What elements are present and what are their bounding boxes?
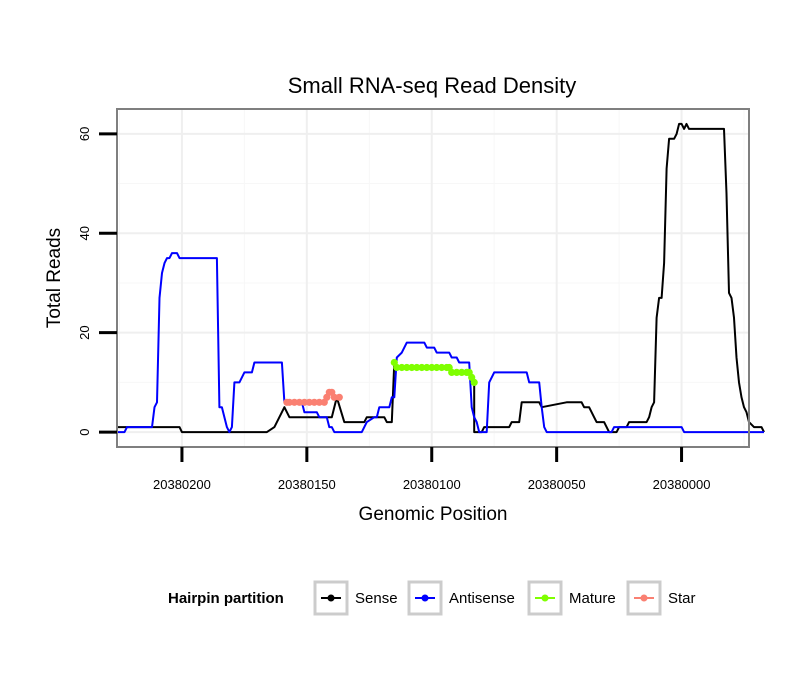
series-line-antisense [117, 252, 764, 434]
x-tick-label-1: 20380150 [278, 477, 336, 492]
series-point-mature-3 [403, 363, 411, 372]
series-point-star-5 [305, 398, 313, 406]
chart-title: Small RNA-seq Read Density [288, 73, 577, 98]
x-axis-title: Genomic Position [359, 504, 508, 525]
legend-item-mature: Mature [527, 580, 616, 616]
series-point-star-2 [290, 398, 298, 406]
series-point-mature-4 [408, 363, 416, 372]
legend-title: Hairpin partition [168, 590, 284, 607]
series-point-mature-14 [453, 368, 461, 376]
series-point-mature-9 [433, 363, 441, 372]
series-point-mature-7 [423, 363, 431, 372]
y-tick-label-2: 40 [77, 226, 92, 240]
legend-item-star: Star [626, 580, 696, 616]
grid-lines [117, 109, 749, 447]
legend-dot-sense [327, 594, 335, 602]
series-point-mature-5 [413, 363, 421, 372]
x-tick-label-4: 20380000 [653, 477, 711, 492]
legend-dot-antisense [421, 594, 429, 602]
legend-item-antisense: Antisense [407, 580, 515, 616]
series-layer [117, 122, 765, 434]
series-point-mature-15 [458, 368, 466, 376]
y-axis: 0 20 40 60 [77, 127, 117, 436]
y-tick-label-0: 0 [77, 428, 92, 435]
y-tick-label-1: 20 [77, 325, 92, 339]
plot-panel [117, 109, 749, 447]
series-point-mature-6 [418, 363, 426, 372]
series-point-mature-10 [438, 363, 446, 372]
y-tick-label-3: 60 [77, 127, 92, 141]
x-tick-label-2: 20380100 [403, 477, 461, 492]
series-point-star-3 [295, 398, 303, 406]
series-point-mature-2 [398, 363, 406, 372]
legend: Hairpin partition Sense Antisense Mature St… [168, 580, 696, 616]
legend-label-star: Star [668, 590, 696, 607]
legend-dot-mature [541, 594, 549, 602]
series-point-star-1 [285, 398, 293, 406]
series-point-mature-1 [393, 363, 401, 372]
legend-dot-star [640, 594, 648, 602]
series-point-mature-13 [448, 368, 456, 376]
legend-label-antisense: Antisense [449, 590, 515, 607]
legend-item-sense: Sense [313, 580, 398, 616]
series-point-mature-19 [470, 378, 478, 386]
x-axis: 20380200 20380150 20380100 20380050 20380000 [153, 447, 710, 492]
series-line-sense [117, 122, 765, 434]
x-tick-label-3: 20380050 [528, 477, 586, 492]
y-axis-title: Total Reads [44, 228, 65, 328]
series-point-star-6 [310, 398, 318, 406]
series-point-star-13 [335, 393, 343, 401]
legend-label-sense: Sense [355, 590, 398, 607]
series-point-star-7 [315, 398, 323, 406]
legend-label-mature: Mature [569, 590, 616, 607]
x-tick-label-0: 20380200 [153, 477, 211, 492]
series-point-star-12 [330, 393, 338, 401]
legend-entries: Sense Antisense Mature Star [313, 580, 696, 616]
